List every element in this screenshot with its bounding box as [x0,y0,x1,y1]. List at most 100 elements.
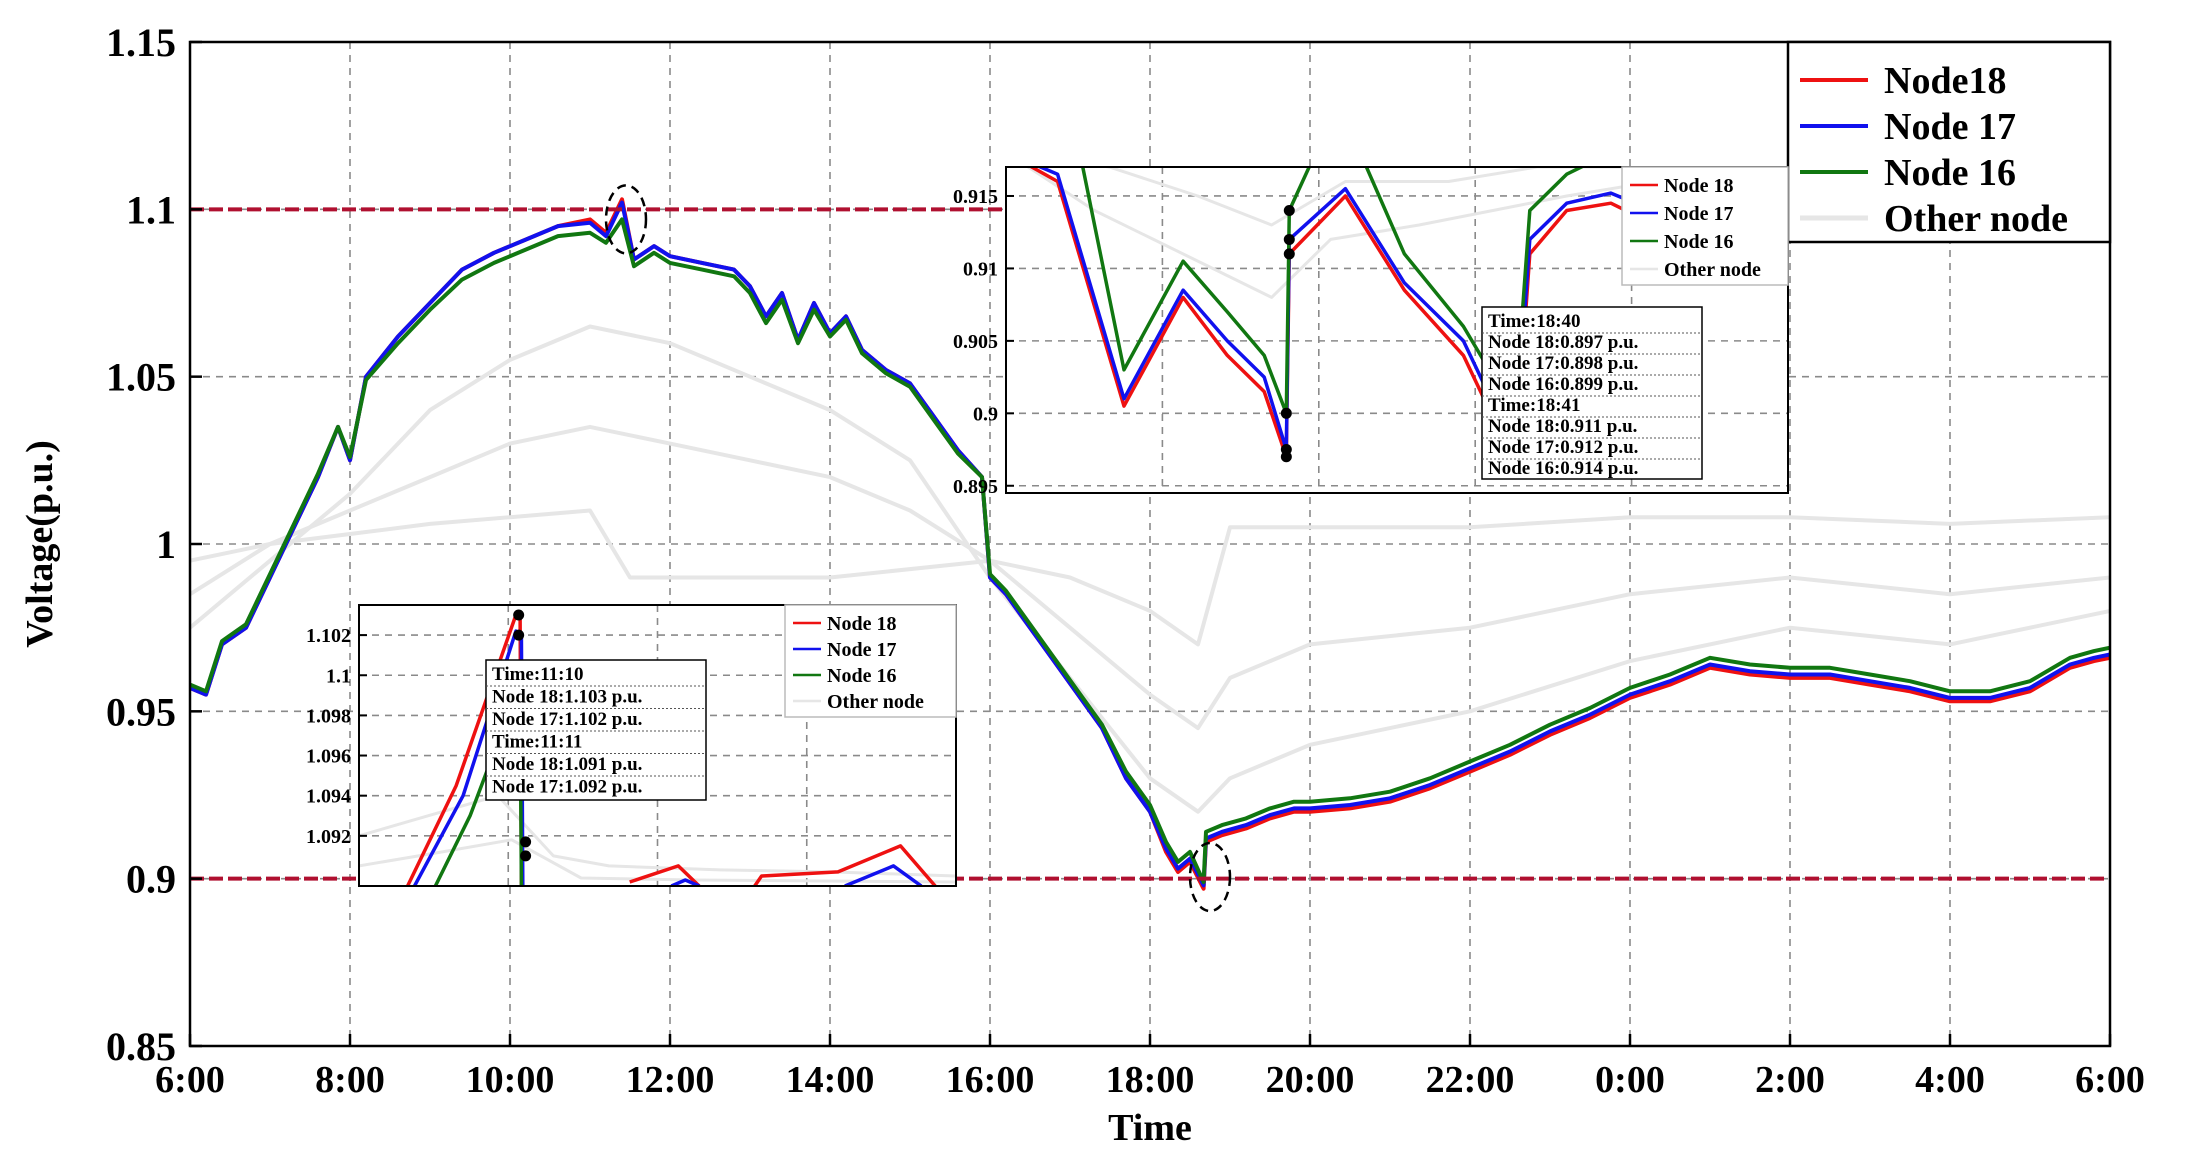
x-tick-label: 10:00 [466,1059,555,1101]
inset-y-tick-label: 1.096 [306,746,351,768]
inset-legend-label: Node 17 [827,639,896,661]
annotation-line: Time:18:40 [1488,311,1581,332]
data-point-marker [1280,407,1292,419]
legend-box [1786,40,2112,244]
x-tick-label: 6:00 [2075,1059,2145,1101]
series-line-node-17 [670,878,700,886]
annotation-line: Time:18:41 [1488,395,1581,416]
inset-legend-label: Node 18 [1664,175,1733,197]
x-tick-label: 22:00 [1426,1059,1515,1101]
inset-y-tick-label: 1.098 [306,705,351,727]
series-line-other-node [190,508,2110,647]
annotation-line: Time:11:10 [492,664,583,685]
inset-y-tick-label: 0.915 [953,186,998,208]
y-tick-label: 1.15 [106,20,176,65]
data-point-marker [1283,233,1295,245]
data-point-marker [520,836,532,848]
annotation-line: Node 16:0.914 p.u. [1488,458,1638,479]
series-line-node-17 [1035,167,1788,452]
y-tick-label: 1.05 [106,355,176,400]
x-tick-label: 6:00 [155,1059,225,1101]
y-tick-label: 1 [156,522,176,567]
data-point-marker [520,850,532,862]
inset-legend-label: Node 16 [827,665,896,687]
annotation-line: Node 18:0.911 p.u. [1488,416,1637,437]
x-axis-label: Time [1108,1107,1192,1149]
annotation-line: Node 17:1.102 p.u. [492,709,642,730]
inset-y-tick-label: 0.895 [953,476,998,498]
inset-y-tick-label: 1.102 [306,625,351,647]
x-tick-label: 8:00 [315,1059,385,1101]
inset-y-tick-label: 1.1 [326,665,351,687]
annotation-box [1481,306,1703,480]
data-point-marker [513,609,525,621]
legend-label: Other node [1884,198,2068,240]
highlight-ellipse [1188,841,1232,913]
main-series-group [190,197,2110,891]
inset-y-tick-label: 1.094 [306,786,351,808]
annotation-line: Node 18:1.091 p.u. [492,754,642,775]
series-line-node-18 [1028,167,1788,466]
inset-y-tick-label: 0.91 [963,258,998,280]
series-line-node-17 [844,864,923,886]
annotation-line: Node 16:0.899 p.u. [1488,374,1638,395]
data-point-marker [1280,444,1292,456]
y-tick-label: 0.9 [126,857,176,902]
y-axis-label: Voltage(p.u.) [19,440,61,648]
series-line-node-17 [190,200,2110,888]
x-tick-label: 16:00 [946,1059,1035,1101]
inset-frame [358,604,957,887]
inset-legend-label: Node 16 [1664,231,1733,253]
legend-label: Node18 [1884,60,2006,102]
annotation-box [485,659,707,801]
annotation-line: Node 18:0.897 p.u. [1488,332,1638,353]
inset-legend-label: Other node [827,691,924,713]
annotation-line: Node 17:0.898 p.u. [1488,353,1638,374]
series-line-node-18 [753,844,937,886]
x-tick-label: 2:00 [1755,1059,1825,1101]
y-tick-label: 1.1 [126,187,176,232]
x-tick-label: 14:00 [786,1059,875,1101]
inset-frame [1005,166,1789,494]
y-tick-label: 0.95 [106,689,176,734]
inset-legend-box [1621,166,1789,286]
x-tick-label: 0:00 [1595,1059,1665,1101]
main-plot: 6:00 8:00 10:00 12:00 14:00 16:00 18:00 20:00 22… [19,20,2145,1149]
inset-legend-label: Node 18 [827,613,896,635]
inset-legend: Node 18 Node 17 Node 16 Other node [1621,166,1789,286]
highlight-ellipse [604,184,648,255]
legend-label: Node 16 [1884,152,2016,194]
inset-y-tick-label: 0.905 [953,331,998,353]
inset-legend-label: Other node [1664,259,1761,281]
inset-y-tick-label: 1.092 [306,826,351,848]
data-point-marker [513,629,525,641]
annotation-line: Time:11:11 [492,732,582,753]
annotation-line: Node 17:1.092 p.u. [492,777,642,798]
annotation-line: Node 17:0.912 p.u. [1488,437,1638,458]
x-tick-label: 18:00 [1106,1059,1195,1101]
inset-series-group [1025,167,1788,466]
inset-legend-label: Node 17 [1664,203,1733,225]
inset-legend: Node 18 Node 17 Node 16 Other node [784,604,957,718]
x-tick-label: 12:00 [626,1059,715,1101]
legend-label: Node 17 [1884,106,2016,148]
x-tick-label: 4:00 [1915,1059,1985,1101]
series-line-node-16 [1080,167,1775,416]
inset-y-tick-label: 0.9 [973,403,998,425]
series-line-other-node [1025,167,1788,299]
data-point-marker [1283,204,1295,216]
data-point-marker [1283,248,1295,260]
series-line-other-node [1098,167,1643,227]
series-line-node-18 [629,864,701,886]
series-line-node-16 [190,217,2110,884]
annotation-line: Node 18:1.103 p.u. [492,687,642,708]
y-tick-label: 0.85 [106,1024,176,1069]
x-tick-label: 20:00 [1266,1059,1355,1101]
series-line-other-node [359,838,956,884]
